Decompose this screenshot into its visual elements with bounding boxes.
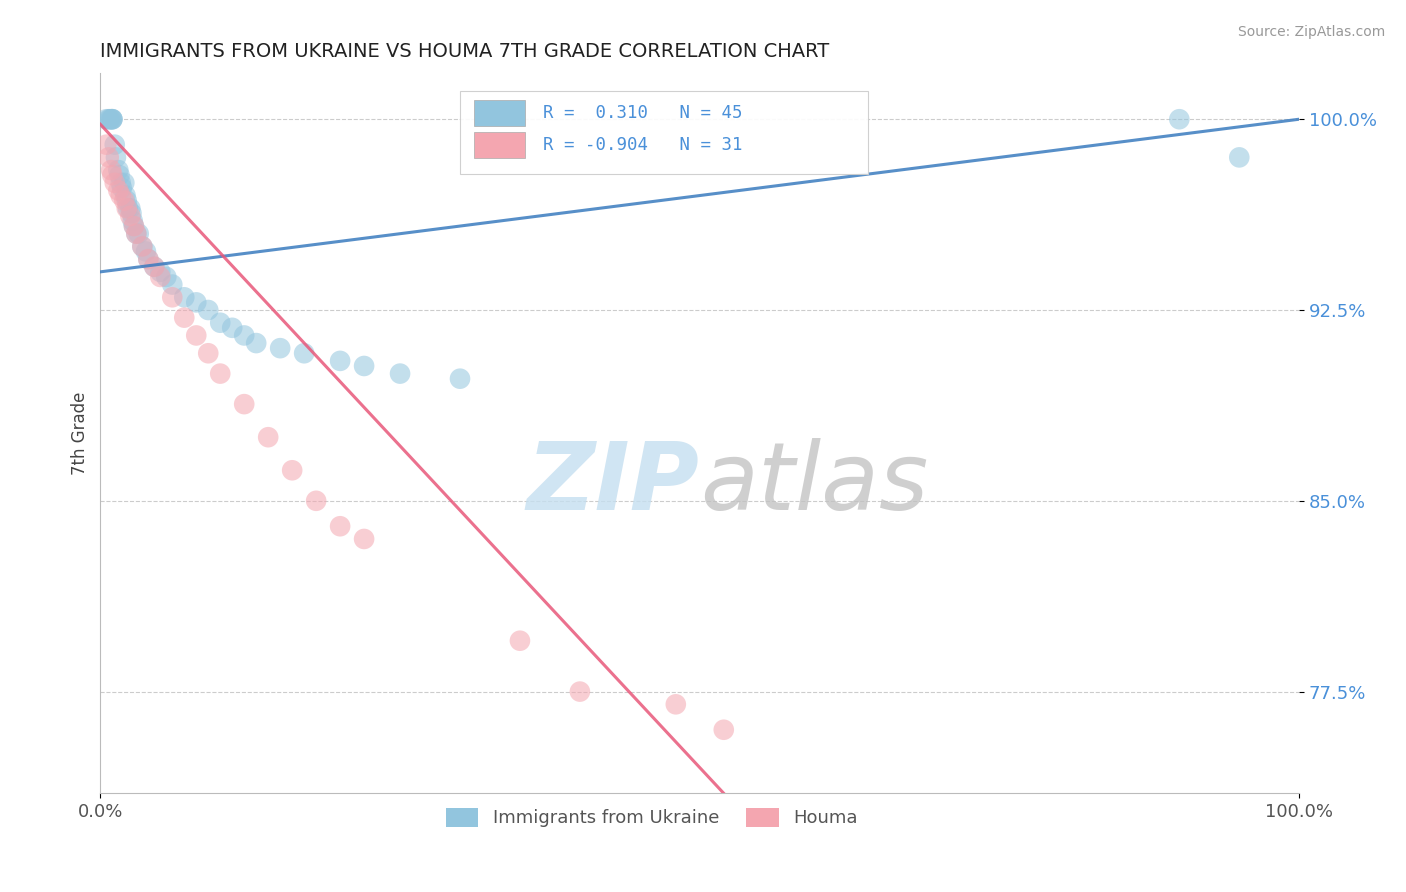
Point <box>96 137 118 152</box>
Point <box>104 176 127 190</box>
Point <box>162 277 184 292</box>
Point <box>104 137 127 152</box>
Text: ZIP: ZIP <box>527 438 700 530</box>
Point <box>136 252 159 267</box>
Point <box>107 163 129 178</box>
Point <box>131 239 153 253</box>
Point <box>122 219 145 233</box>
Point <box>100 163 122 178</box>
Point <box>209 316 232 330</box>
Point <box>173 290 195 304</box>
Point <box>233 328 256 343</box>
Point <box>114 188 136 202</box>
Point <box>110 176 132 190</box>
Point <box>353 532 375 546</box>
Point <box>197 303 219 318</box>
Point <box>292 346 315 360</box>
Point <box>121 214 143 228</box>
FancyBboxPatch shape <box>460 91 868 174</box>
Point <box>101 112 124 127</box>
Point <box>665 698 688 712</box>
Point <box>101 168 124 182</box>
Point <box>245 336 267 351</box>
Text: R = -0.904   N = 31: R = -0.904 N = 31 <box>543 136 742 154</box>
Point <box>122 219 145 233</box>
Point <box>305 493 328 508</box>
Text: atlas: atlas <box>700 438 928 529</box>
Point <box>281 463 304 477</box>
Point <box>120 209 142 223</box>
Point <box>125 227 148 241</box>
Point <box>186 328 208 343</box>
Point <box>98 112 121 127</box>
Point <box>162 290 184 304</box>
Point <box>713 723 735 737</box>
Point <box>111 181 134 195</box>
Point <box>97 150 120 164</box>
Point <box>108 168 131 182</box>
Point <box>121 206 143 220</box>
Point <box>96 112 118 127</box>
Point <box>115 201 138 215</box>
Point <box>449 372 471 386</box>
Point <box>112 176 135 190</box>
Point <box>115 194 138 208</box>
Point <box>1168 112 1191 127</box>
Point <box>389 367 412 381</box>
Point <box>101 112 124 127</box>
Point <box>209 367 232 381</box>
Point <box>97 112 120 127</box>
Text: IMMIGRANTS FROM UKRAINE VS HOUMA 7TH GRADE CORRELATION CHART: IMMIGRANTS FROM UKRAINE VS HOUMA 7TH GRA… <box>100 42 830 61</box>
Point <box>100 112 122 127</box>
Text: Source: ZipAtlas.com: Source: ZipAtlas.com <box>1237 25 1385 39</box>
FancyBboxPatch shape <box>474 132 524 159</box>
Point <box>107 184 129 198</box>
Point <box>329 354 352 368</box>
Point <box>110 188 132 202</box>
Point <box>143 260 166 274</box>
Point <box>186 295 208 310</box>
Y-axis label: 7th Grade: 7th Grade <box>72 392 89 475</box>
Point <box>128 227 150 241</box>
Point <box>117 201 139 215</box>
Point <box>131 239 153 253</box>
Point <box>120 201 142 215</box>
Point <box>353 359 375 373</box>
Point <box>1227 150 1250 164</box>
Point <box>112 194 135 208</box>
Point <box>101 112 124 127</box>
Point <box>104 150 127 164</box>
Point <box>329 519 352 533</box>
Point <box>257 430 280 444</box>
Point <box>269 341 291 355</box>
FancyBboxPatch shape <box>474 100 524 126</box>
Point <box>143 260 166 274</box>
Point <box>509 633 531 648</box>
Point <box>221 321 243 335</box>
Point <box>568 684 591 698</box>
Point <box>173 310 195 325</box>
Point <box>233 397 256 411</box>
Point <box>197 346 219 360</box>
Legend: Immigrants from Ukraine, Houma: Immigrants from Ukraine, Houma <box>439 801 865 835</box>
Point <box>136 252 159 267</box>
Point <box>125 227 148 241</box>
Point <box>149 269 172 284</box>
Point <box>155 269 177 284</box>
Text: R =  0.310   N = 45: R = 0.310 N = 45 <box>543 104 742 122</box>
Point <box>135 244 157 259</box>
Point <box>149 265 172 279</box>
